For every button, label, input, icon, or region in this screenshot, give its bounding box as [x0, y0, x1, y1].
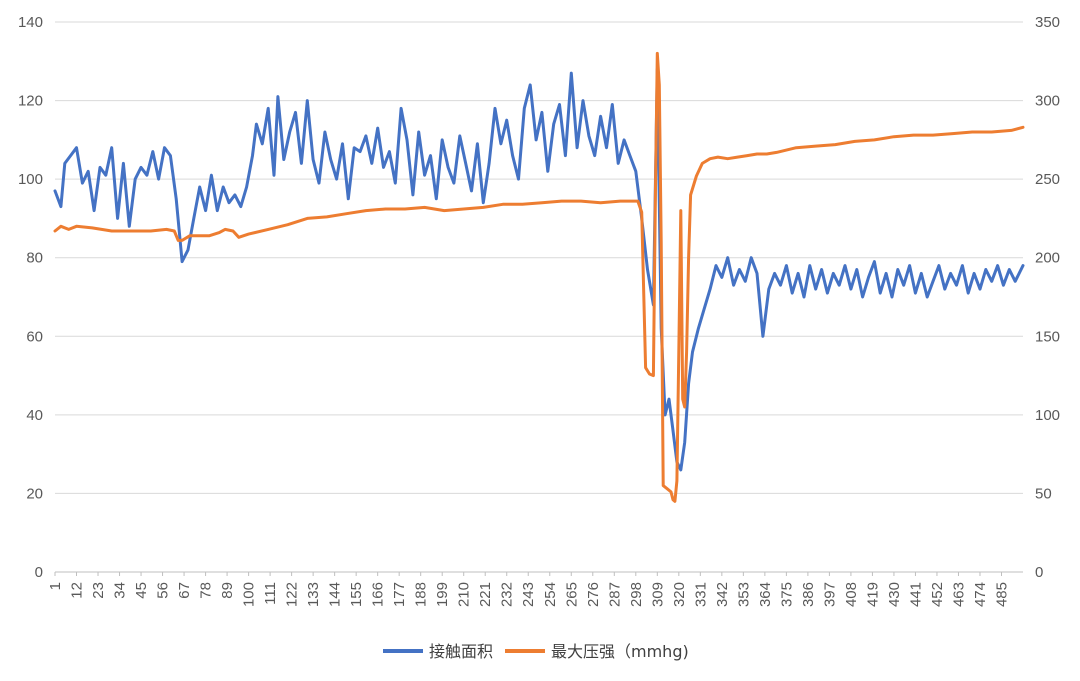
x-tick-label: 485: [993, 582, 1010, 607]
x-tick-label: 342: [714, 582, 731, 607]
x-tick-label: 210: [456, 582, 473, 607]
x-tick-label: 23: [90, 582, 107, 599]
x-tick-label: 56: [155, 582, 172, 599]
x-tick-label: 441: [907, 582, 924, 607]
x-tick-label: 111: [262, 582, 279, 605]
x-tick-label: 408: [843, 582, 860, 607]
x-tick-label: 298: [628, 582, 645, 607]
x-tick-label: 67: [176, 582, 193, 599]
y-left-tick-label: 20: [26, 485, 43, 502]
legend-label-series-2: 最大压强（mmhg): [551, 642, 689, 661]
x-tick-label: 100: [241, 582, 258, 607]
x-tick-label: 386: [800, 582, 817, 607]
legend: 接触面积 最大压强（mmhg): [383, 642, 689, 661]
x-tick-label: 78: [198, 582, 215, 599]
series-line-1: [53, 67, 1025, 472]
y-left-tick-label: 60: [26, 328, 43, 345]
x-tick-label: 474: [972, 582, 989, 607]
series-line-2: [53, 51, 1025, 503]
x-tick-label: 89: [219, 582, 236, 599]
legend-label-series-1: 接触面积: [429, 642, 493, 661]
x-tick-label: 364: [757, 582, 774, 607]
x-tick-label: 276: [585, 582, 602, 607]
x-tick-label: 188: [413, 582, 430, 607]
x-tick-label: 419: [864, 582, 881, 607]
y-right-tick-label: 50: [1035, 485, 1052, 502]
x-tick-label: 232: [499, 582, 516, 607]
gridlines: [55, 21, 1023, 573]
x-tick-label: 199: [434, 582, 451, 607]
series-lines: [53, 51, 1025, 503]
y-left-tick-label: 100: [18, 171, 43, 188]
y-right-tick-label: 0: [1035, 564, 1043, 581]
x-tick-label: 452: [929, 582, 946, 607]
x-tick-label: 287: [606, 582, 623, 607]
y-left-tick-label: 40: [26, 407, 43, 424]
y-right-tick-label: 250: [1035, 171, 1060, 188]
y-left-tick-label: 0: [35, 564, 43, 581]
x-tick-label: 155: [348, 582, 365, 607]
x-tick-label: 34: [112, 582, 129, 599]
x-tick-label: 12: [69, 582, 86, 599]
x-tick-label: 133: [305, 582, 322, 607]
x-tick-label: 243: [520, 582, 537, 607]
x-tick-label: 122: [284, 582, 301, 607]
left-y-axis: 0 20 40 60 80 100 120 140: [18, 14, 43, 581]
x-tick-label: 397: [821, 582, 838, 607]
y-right-tick-label: 150: [1035, 328, 1060, 345]
x-tick-label: 430: [886, 582, 903, 607]
x-tick-label: 1: [47, 582, 64, 590]
y-left-tick-label: 80: [26, 250, 43, 267]
right-y-axis: 0 50 100 150 200 250 300 350: [1035, 14, 1060, 581]
x-tick-label: 331: [692, 582, 709, 607]
y-left-tick-label: 120: [18, 93, 43, 110]
x-tick-label: 463: [950, 582, 967, 607]
x-tick-label: 45: [133, 582, 150, 599]
y-right-tick-label: 100: [1035, 407, 1060, 424]
x-tick-label: 177: [391, 582, 408, 607]
y-right-tick-label: 350: [1035, 14, 1060, 31]
x-tick-label: 265: [563, 582, 580, 607]
x-tick-label: 375: [778, 582, 795, 607]
x-tick-label: 320: [671, 582, 688, 607]
x-tick-label: 144: [327, 582, 344, 607]
y-right-tick-label: 200: [1035, 250, 1060, 267]
x-tick-label: 166: [370, 582, 387, 607]
x-tick-label: 254: [542, 582, 559, 607]
x-tick-label: 309: [649, 582, 666, 607]
y-right-tick-label: 300: [1035, 93, 1060, 110]
x-tick-label: 221: [477, 582, 494, 607]
x-axis: 1 12 23 34 45 56 67 78 89 100 111 122 133 144 155 166 17…: [47, 572, 1010, 607]
x-tick-label: 353: [735, 582, 752, 607]
y-left-tick-label: 140: [18, 14, 43, 31]
